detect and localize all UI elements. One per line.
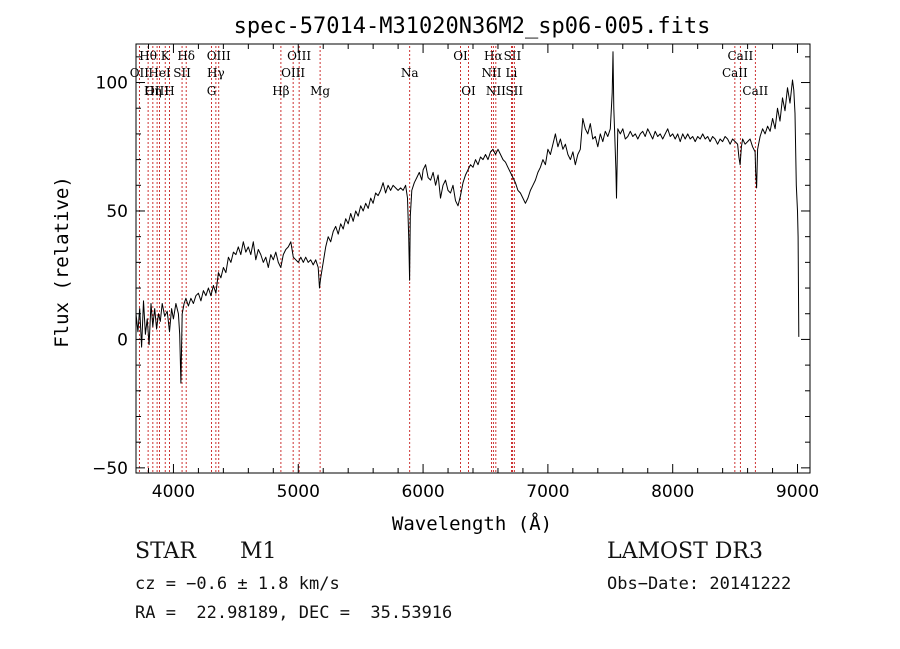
x-tick-label-3: 7000 <box>526 482 569 502</box>
x-tick-label-5: 9000 <box>776 482 819 502</box>
x-tick-label-1: 5000 <box>277 482 320 502</box>
spectral-line-label-13: OIII <box>287 49 311 63</box>
sky-coordinates: RA = 22.98189, DEC = 35.53916 <box>135 603 453 623</box>
spectral-line-label-4: HeI <box>148 66 171 80</box>
spectral-line-label-20: NII <box>481 66 501 80</box>
y-tick-label-1: 0 <box>117 330 128 350</box>
survey-name: LAMOST DR3 <box>607 539 763 564</box>
spectral-line-label-18: OI <box>461 84 476 98</box>
spectral-line-label-24: SII <box>505 84 523 98</box>
spectral-line-label-6: SII <box>173 66 191 80</box>
spectral-line-label-22: SII <box>504 49 522 63</box>
spectral-line-label-0: Hθ <box>139 49 157 63</box>
spectral-line-label-27: CaII <box>742 84 768 98</box>
chart-title: spec-57014-M31020N36M2_sp06-005.fits <box>234 14 711 39</box>
redshift-velocity: cz = −0.6 ± 1.8 km/s <box>135 574 340 594</box>
spectral-line-label-14: OIII <box>281 66 305 80</box>
x-axis-label: Wavelength (Å) <box>392 512 552 535</box>
spectral-line-label-21: NII <box>486 84 506 98</box>
spectral-line-label-15: Mg <box>310 84 330 98</box>
spectral-line-label-23: Li <box>506 66 518 80</box>
spectral-line-label-7: H <box>164 84 174 98</box>
x-tick-label-2: 6000 <box>401 482 444 502</box>
spectral-line-label-1: OII <box>130 66 150 80</box>
spectral-line-label-10: Hγ <box>207 66 225 80</box>
spectral-line-label-25: CaII <box>727 49 753 63</box>
spectral-line-markers: Hθ OII OIII K HeI Hη SII H Hδ OIII Hγ G Hβ OIII OIII Mg… <box>130 46 768 473</box>
spectral-line-label-11: G <box>207 84 217 98</box>
spectral-line-label-5: Hη <box>144 84 162 98</box>
y-tick-label-3: 100 <box>96 74 128 94</box>
spectral-line-label-2: OIII <box>145 84 169 98</box>
x-tick-label-0: 4000 <box>152 482 195 502</box>
y-tick-label-0: −50 <box>92 459 128 479</box>
observation-date: Obs−Date: 20141222 <box>607 574 792 594</box>
object-class: STAR <box>135 539 196 564</box>
object-subclass: M1 <box>240 539 277 564</box>
spectral-line-label-19: Hα <box>484 49 503 63</box>
spectral-line-label-17: OI <box>453 49 468 63</box>
y-tick-label-2: 50 <box>106 202 128 222</box>
plot-axes: 4000 5000 6000 7000 8000 9000 −50 0 50 100 <box>92 43 819 502</box>
spectral-line-label-26: CaII <box>722 66 748 80</box>
spectral-line-label-16: Na <box>401 66 419 80</box>
spectrum-line-0 <box>135 51 800 384</box>
x-tick-label-4: 8000 <box>651 482 694 502</box>
spectral-line-label-12: Hβ <box>272 84 289 98</box>
spectral-line-label-3: K <box>161 49 171 63</box>
spectrum-series <box>135 51 800 384</box>
spectral-line-label-8: Hδ <box>177 49 195 63</box>
spectral-line-label-9: OIII <box>207 49 231 63</box>
y-axis-label: Flux (relative) <box>51 176 73 348</box>
